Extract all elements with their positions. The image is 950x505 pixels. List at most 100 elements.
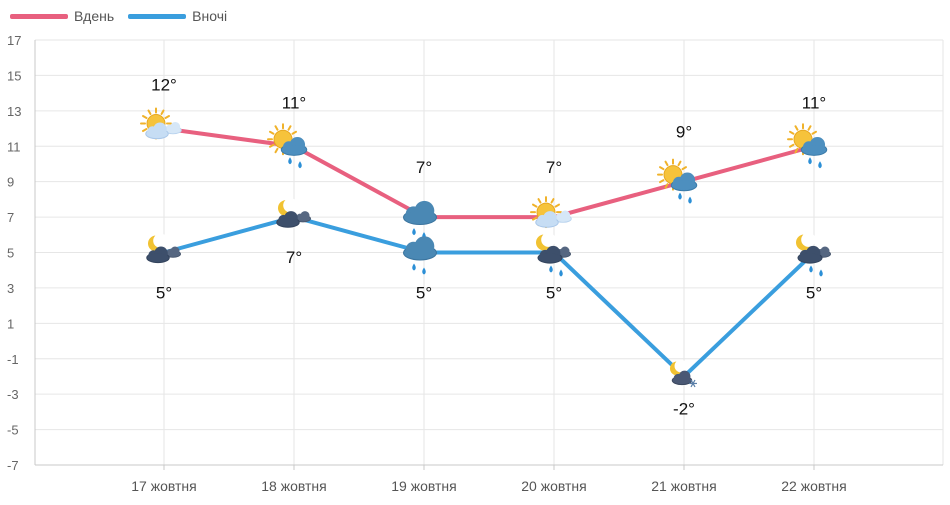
sun-ray	[147, 109, 152, 116]
moon	[796, 232, 816, 251]
cloud-base-fill	[536, 218, 558, 227]
y-tick-label: -7	[7, 458, 19, 473]
sun-ray	[794, 147, 799, 154]
sun-ray	[142, 115, 148, 120]
cloud-base-fill	[147, 253, 169, 262]
sun-ray	[537, 198, 542, 204]
cloud	[797, 245, 823, 264]
moon-dark-cloud-icon	[146, 233, 181, 264]
cloud-base-fill	[146, 129, 168, 138]
y-tick-labels: 17 15 13 11 9 7 5 3 1 -1 -3 -5 -7	[7, 33, 21, 473]
sun-ray	[532, 203, 538, 208]
sun-ray	[794, 125, 799, 131]
sun-ray	[164, 115, 170, 120]
cloud	[403, 236, 437, 261]
rain-drop	[678, 192, 682, 200]
sun-ray	[287, 125, 292, 131]
moon-shadow	[674, 359, 688, 373]
sun-ray	[142, 128, 148, 133]
day-temp-label: 7°	[416, 158, 432, 177]
cloud	[145, 122, 169, 140]
legend-item-night[interactable]: Вночі	[128, 8, 227, 24]
sun-ray	[274, 125, 279, 131]
sun-ray	[160, 109, 165, 116]
sun-ray	[789, 130, 795, 135]
cloud-base-fill	[296, 215, 310, 222]
moon	[148, 233, 168, 252]
sun-cloud-rain-icon	[787, 123, 828, 169]
night-temp-label: 5°	[546, 284, 562, 303]
y-tick-label: -3	[7, 387, 19, 402]
snowflake	[689, 379, 697, 388]
partly-cloudy-sun-icon	[530, 196, 572, 229]
cloud-base-fill	[672, 180, 696, 190]
legend-item-day[interactable]: Вдень	[10, 8, 114, 24]
rain-drop	[819, 269, 823, 277]
moon	[536, 232, 556, 251]
night-temp-label: -2°	[673, 399, 695, 418]
moon-shadow	[153, 233, 168, 248]
cloud	[671, 370, 693, 386]
cloud-base-fill	[404, 211, 436, 224]
day-temp-label: 11°	[802, 93, 826, 112]
day-temp-label: 9°	[676, 123, 692, 142]
sun-ray	[664, 160, 669, 167]
sun-ray	[554, 203, 560, 208]
cloud-base-fill	[166, 251, 180, 257]
cloud-base-fill	[538, 253, 562, 263]
sun-ray	[659, 166, 665, 171]
moon-dark-cloud-icon	[276, 198, 311, 228]
sun-ray	[677, 160, 682, 167]
legend: Вдень Вночі	[10, 8, 227, 24]
cloud	[800, 137, 828, 156]
x-tick-label: 18 жовтня	[261, 478, 326, 494]
y-tick-label: 7	[7, 210, 14, 225]
snowflake-arm	[690, 379, 696, 388]
rain-drops	[678, 192, 692, 204]
cloud-base-fill	[165, 127, 181, 134]
rain-drops	[549, 265, 563, 277]
moon-dark-cloud-rain-icon	[536, 232, 571, 277]
cloud-base-fill	[277, 218, 299, 227]
sun-ray	[789, 143, 795, 148]
y-tick-label: -1	[7, 352, 19, 367]
cloud-rain-icon	[403, 236, 437, 275]
rain-drop	[298, 161, 302, 169]
cloud	[554, 210, 572, 223]
night-temp-label: 7°	[286, 248, 302, 267]
rain-drop	[549, 265, 553, 273]
sun-ray	[681, 166, 687, 171]
cloud	[535, 211, 559, 228]
moon	[670, 359, 688, 376]
y-tick-label: 9	[7, 175, 14, 190]
y-tick-label: 11	[7, 139, 21, 154]
sun-ray	[664, 183, 669, 189]
x-tick-label: 22 жовтня	[781, 478, 846, 494]
rain-drops	[288, 157, 302, 169]
night-temp-label: 5°	[156, 284, 172, 303]
x-tick-labels: 17 жовтня 18 жовтня 19 жовтня 20 жовтня 21 ж…	[131, 465, 847, 494]
cloud	[280, 137, 308, 156]
rain-drops	[809, 265, 823, 277]
rain-drop	[288, 157, 292, 165]
cloud-base-fill	[282, 145, 306, 155]
y-tick-label: 15	[7, 68, 21, 83]
cloud	[403, 200, 437, 226]
y-tick-label: -5	[7, 423, 19, 438]
rain-drop	[412, 228, 416, 236]
rain-drop	[808, 157, 812, 165]
legend-label-day: Вдень	[74, 8, 115, 24]
sun-ray	[811, 130, 817, 135]
day-temp-label: 11°	[282, 93, 306, 112]
legend-swatch-night	[128, 13, 187, 19]
sun-ray	[550, 198, 555, 204]
moon-dark-cloud-rain-icon	[796, 232, 831, 277]
y-tick-label: 17	[7, 33, 21, 48]
cloud-base-fill	[404, 246, 436, 259]
sun-cloud-rain-icon	[657, 158, 698, 204]
cloud	[295, 211, 311, 223]
sun-ray	[274, 147, 279, 154]
night-temp-label: 5°	[806, 284, 822, 303]
legend-swatch-day	[10, 13, 68, 19]
